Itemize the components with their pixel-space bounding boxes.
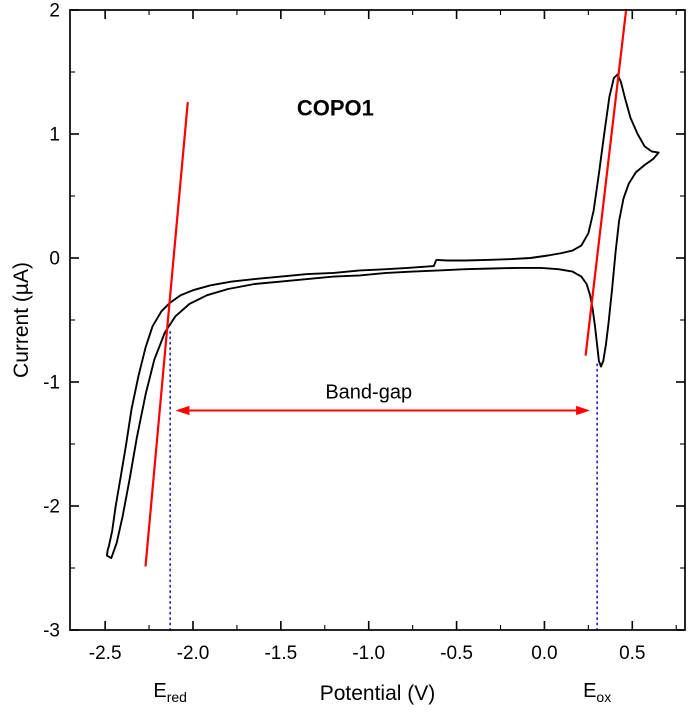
oxidation-onset-tangent [584,8,628,356]
y-axis-label: Current (µA) [10,262,33,378]
bandgap-arrowhead-left [175,405,190,416]
x-tick-label: -2.0 [177,643,210,664]
plot-frame [69,9,686,631]
x-tick-label: 0.5 [619,643,645,664]
x-tick-label: -2.5 [89,643,122,664]
chart-title: COPO1 [297,95,374,120]
x-tick-label: 0.0 [531,643,557,664]
eox-label: Eox [583,680,611,705]
y-tick-label: -2 [43,497,60,518]
bandgap-label: Band-gap [325,382,412,404]
y-tick-label: -1 [43,373,60,394]
y-tick-label: 2 [49,1,60,22]
reduction-onset-tangent [144,101,189,567]
x-axis-label: Potential (V) [320,682,436,705]
ered-label: Ered [153,680,187,705]
y-tick-label: 0 [49,249,60,270]
bandgap-arrowhead-right [576,405,591,416]
x-tick-label: -1.5 [264,643,297,664]
cv-curve [105,73,660,560]
y-tick-label: 1 [49,125,60,146]
x-tick-label: -1.0 [352,643,385,664]
x-tick-label: -0.5 [440,643,473,664]
y-tick-label: -3 [43,621,60,642]
